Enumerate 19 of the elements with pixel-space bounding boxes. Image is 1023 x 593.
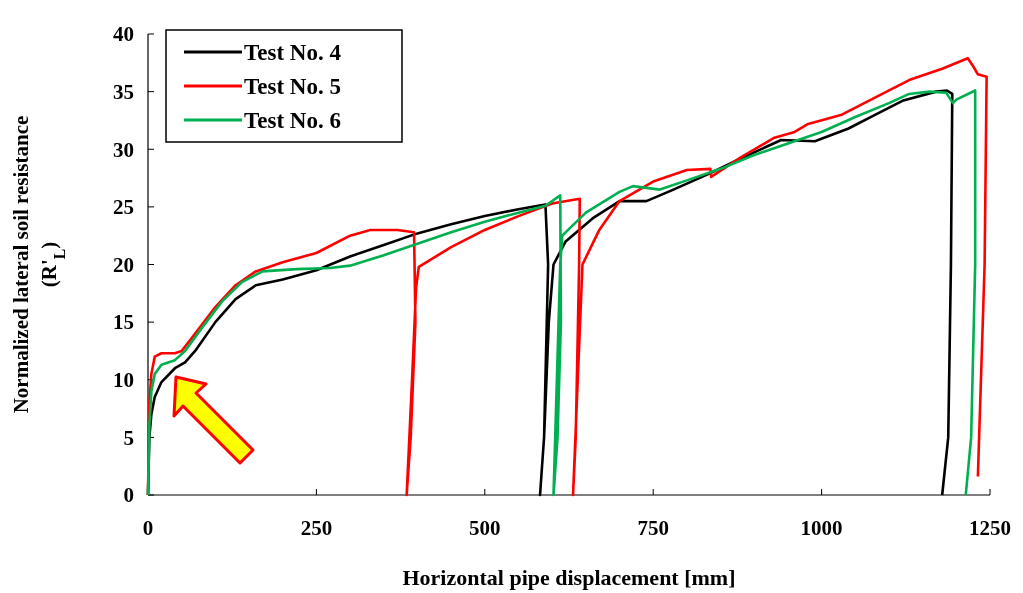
x-tick-label: 1000 (800, 516, 843, 540)
legend-label: Test No. 4 (244, 40, 342, 66)
x-tick-label: 1250 (969, 516, 1011, 540)
x-tick-label: 750 (637, 516, 669, 540)
y-tick-label: 10 (113, 368, 134, 393)
x-tick-label: 500 (469, 516, 501, 540)
y-tick-label: 25 (113, 195, 134, 220)
y-tick-label: 30 (113, 137, 134, 162)
legend-label: Test No. 5 (244, 74, 341, 100)
y-tick-label: 35 (113, 79, 134, 104)
y-tick-label: 0 (123, 483, 134, 508)
y-tick-label: 15 (113, 310, 134, 335)
y-tick-label: 5 (123, 425, 134, 450)
x-tick-label: 250 (300, 516, 333, 540)
legend-label: Test No. 6 (244, 108, 341, 134)
y-tick-label: 20 (113, 252, 134, 277)
x-tick-label: 0 (142, 516, 154, 540)
x-axis-title: Horizontal pipe displacement [mm] (402, 565, 736, 590)
y-tick-label: 40 (113, 22, 134, 47)
